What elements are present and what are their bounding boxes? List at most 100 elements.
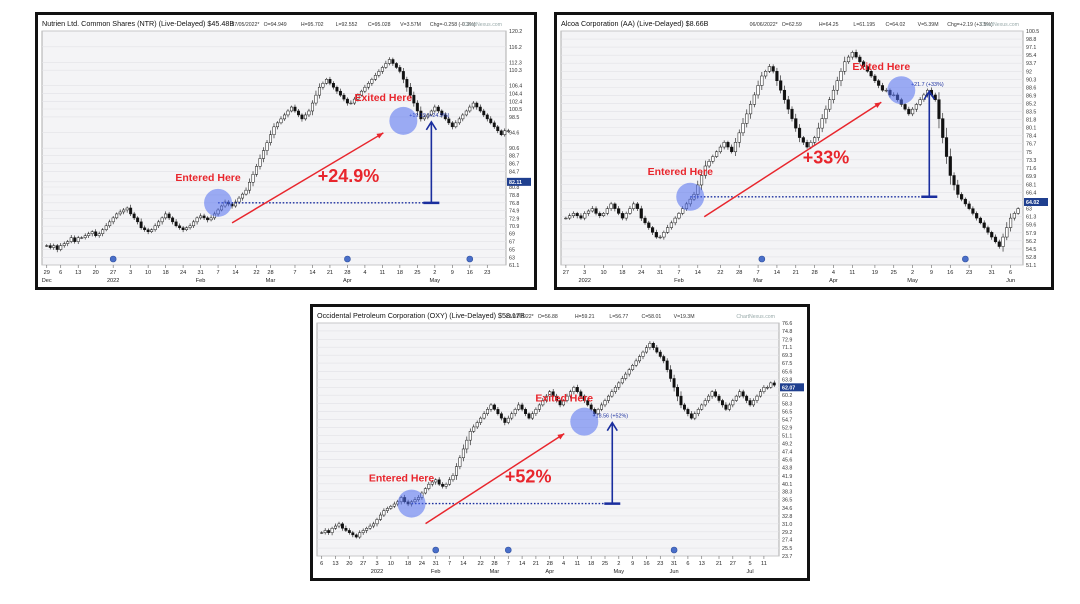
candle-body bbox=[401, 71, 405, 80]
candle-body bbox=[286, 110, 290, 116]
event-marker bbox=[344, 255, 351, 263]
candle-body bbox=[433, 106, 437, 112]
candle-body bbox=[443, 114, 447, 120]
y-tick-label: 120.2 bbox=[509, 29, 522, 35]
x-tick-label: 6 bbox=[59, 270, 62, 276]
candle-body bbox=[101, 229, 105, 234]
candle-body bbox=[997, 241, 1001, 247]
last-price-tag bbox=[780, 383, 804, 392]
candle-body bbox=[296, 110, 300, 116]
candle-body bbox=[952, 175, 956, 186]
y-tick-label: 31.0 bbox=[782, 522, 792, 528]
month-label: Apr bbox=[545, 569, 554, 575]
candle-body bbox=[478, 106, 482, 112]
candle-body bbox=[993, 236, 998, 243]
candle-body bbox=[620, 213, 624, 219]
x-tick-label: 4 bbox=[832, 270, 835, 276]
y-tick-label: 76.7 bbox=[1026, 142, 1036, 148]
candle-body bbox=[171, 217, 175, 223]
candle-body bbox=[55, 245, 59, 250]
candle-body bbox=[503, 417, 507, 423]
x-tick-label: 9 bbox=[451, 270, 454, 276]
header-low: L=61.195 bbox=[853, 22, 875, 28]
candle-body bbox=[755, 395, 759, 401]
candle-body bbox=[76, 237, 80, 242]
x-tick-label: 25 bbox=[602, 561, 608, 567]
y-tick-label: 104.4 bbox=[509, 92, 522, 98]
month-label: Apr bbox=[343, 278, 352, 284]
candle-body bbox=[648, 343, 652, 348]
x-tick-label: 22 bbox=[253, 270, 259, 276]
candle-body bbox=[555, 395, 559, 401]
exited-here-label: Exited Here bbox=[535, 393, 593, 405]
candle-body bbox=[389, 505, 393, 509]
candle-body bbox=[741, 391, 745, 397]
x-tick-label: 14 bbox=[309, 270, 315, 276]
candle-body bbox=[594, 208, 598, 214]
candle-body bbox=[248, 181, 252, 191]
candle-body bbox=[437, 479, 441, 485]
y-tick-label: 85.2 bbox=[1026, 101, 1036, 107]
candle-body bbox=[710, 391, 714, 397]
candle-body bbox=[711, 156, 715, 162]
candle-body bbox=[448, 479, 452, 485]
candle-body bbox=[338, 90, 342, 96]
candle-body bbox=[771, 66, 775, 72]
candle-body bbox=[700, 404, 704, 410]
candle-body bbox=[967, 203, 971, 209]
candle-body bbox=[108, 221, 112, 227]
x-tick-label: 9 bbox=[930, 270, 933, 276]
candle-body bbox=[727, 404, 731, 410]
candle-body bbox=[345, 98, 349, 104]
candle-body bbox=[975, 213, 979, 219]
candle-body bbox=[613, 203, 617, 209]
candle-body bbox=[375, 519, 379, 525]
candle-body bbox=[450, 122, 454, 128]
header-high: H=95.702 bbox=[301, 22, 324, 28]
header-date: 13/07/2022* bbox=[506, 314, 534, 320]
gain-percent-label: +52% bbox=[505, 467, 552, 487]
candle-body bbox=[447, 118, 451, 124]
candle-body bbox=[843, 61, 847, 72]
candle-body bbox=[185, 227, 189, 231]
month-label: Feb bbox=[674, 278, 684, 284]
candle-body bbox=[167, 213, 171, 219]
month-label: Dec bbox=[42, 278, 52, 284]
y-tick-label: 74.9 bbox=[509, 208, 519, 214]
y-tick-label: 84.7 bbox=[509, 170, 519, 176]
candle-body bbox=[394, 63, 398, 68]
y-tick-label: 60.2 bbox=[782, 393, 792, 399]
candle-body bbox=[351, 532, 355, 536]
candle-body bbox=[579, 215, 583, 219]
y-tick-label: 57.9 bbox=[1026, 231, 1036, 237]
y-tick-label: 116.2 bbox=[509, 45, 522, 51]
candle-body bbox=[192, 221, 196, 227]
candle-body bbox=[52, 245, 56, 248]
candle-body bbox=[758, 391, 762, 397]
candle-body bbox=[752, 400, 756, 406]
candle-body bbox=[944, 137, 949, 157]
candle-body bbox=[665, 360, 669, 370]
candle-body bbox=[1012, 213, 1016, 219]
header-date: 06/06/2022* bbox=[750, 22, 778, 28]
x-tick-label: 23 bbox=[657, 561, 663, 567]
x-tick-label: 19 bbox=[872, 270, 878, 276]
candle-body bbox=[877, 80, 881, 86]
candle-body bbox=[596, 409, 600, 414]
candle-body bbox=[97, 233, 101, 236]
candle-body bbox=[677, 213, 681, 219]
candle-body bbox=[461, 448, 465, 459]
y-tick-label: 80.1 bbox=[1026, 126, 1036, 132]
month-label: 2022 bbox=[107, 278, 119, 284]
candle-body bbox=[990, 232, 994, 238]
candle-body bbox=[714, 391, 718, 397]
candle-body bbox=[734, 395, 738, 401]
candle-body bbox=[454, 466, 458, 476]
x-tick-label: 2 bbox=[433, 270, 436, 276]
candle-body bbox=[258, 158, 262, 167]
candle-body bbox=[241, 193, 245, 199]
month-label: Feb bbox=[196, 278, 206, 284]
candle-body bbox=[752, 94, 756, 105]
month-label: 2022 bbox=[579, 278, 591, 284]
x-tick-label: 7 bbox=[507, 561, 510, 567]
